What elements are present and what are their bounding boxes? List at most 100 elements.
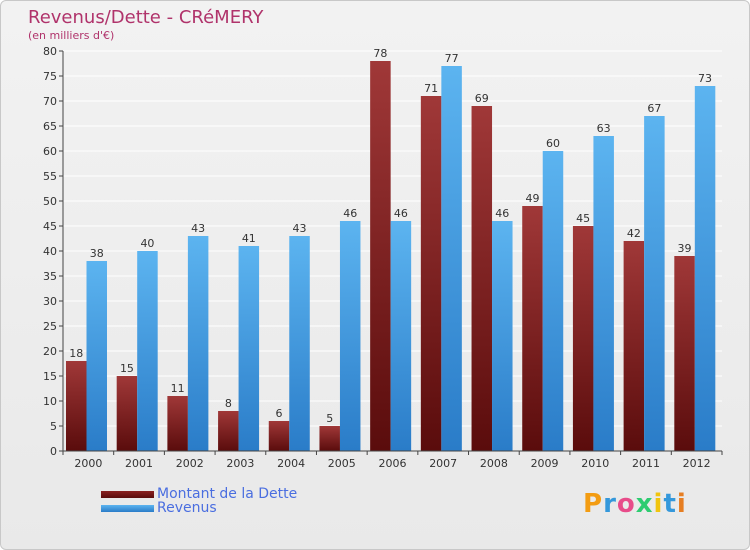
bar-revenus xyxy=(593,136,614,451)
legend-item-revenus: Revenus xyxy=(101,501,297,515)
data-label-revenus: 63 xyxy=(597,122,611,135)
bar-revenus xyxy=(86,261,107,451)
legend-label-revenus: Revenus xyxy=(157,500,217,516)
data-label-dette: 11 xyxy=(171,382,185,395)
bar-revenus xyxy=(339,221,361,451)
x-tick-label: 2007 xyxy=(429,457,457,470)
bar-dette xyxy=(319,426,340,451)
bar-dette xyxy=(370,61,391,451)
data-label-revenus: 73 xyxy=(698,72,712,85)
x-tick-label: 2012 xyxy=(683,457,711,470)
bar-dette xyxy=(572,226,594,451)
bar-dette xyxy=(471,106,493,451)
data-label-dette: 69 xyxy=(475,92,489,105)
y-tick-label: 20 xyxy=(43,345,57,358)
bar-revenus xyxy=(441,66,462,451)
y-tick-label: 25 xyxy=(43,320,57,333)
logo-letter: o xyxy=(616,489,636,519)
data-label-dette: 8 xyxy=(225,397,232,410)
bar-dette xyxy=(522,206,543,451)
legend-swatch-dette xyxy=(101,490,154,498)
data-label-revenus: 46 xyxy=(394,207,408,220)
data-label-dette: 39 xyxy=(678,242,692,255)
y-tick-label: 10 xyxy=(43,395,57,408)
bar-dette xyxy=(167,396,188,451)
bar-revenus xyxy=(542,151,564,451)
y-tick-label: 15 xyxy=(43,370,57,383)
data-label-dette: 42 xyxy=(627,227,641,240)
legend-label-dette: Montant de la Dette xyxy=(157,486,298,502)
data-label-revenus: 67 xyxy=(647,102,661,115)
bar-dette xyxy=(116,376,138,451)
x-tick-label: 2004 xyxy=(277,457,305,470)
legend-swatch-revenus xyxy=(101,504,154,512)
data-label-dette: 49 xyxy=(525,192,539,205)
bar-revenus xyxy=(238,246,260,451)
data-label-dette: 6 xyxy=(276,407,283,420)
y-tick-label: 0 xyxy=(50,445,57,458)
logo-letter: r xyxy=(603,489,617,519)
y-tick-label: 60 xyxy=(43,145,57,158)
logo-letter: P xyxy=(583,489,604,519)
legend-item-dette: Montant de la Dette xyxy=(101,487,297,501)
logo-letter: i xyxy=(676,489,687,519)
data-label-dette: 71 xyxy=(424,82,438,95)
bar-dette xyxy=(218,411,239,451)
y-tick-label: 50 xyxy=(43,195,57,208)
x-tick-label: 2010 xyxy=(581,457,609,470)
x-tick-label: 2005 xyxy=(328,457,356,470)
y-tick-label: 45 xyxy=(43,220,57,233)
y-tick-label: 75 xyxy=(43,70,57,83)
data-label-revenus: 40 xyxy=(140,237,154,250)
data-label-dette: 78 xyxy=(373,47,387,60)
bar-revenus xyxy=(137,251,158,451)
y-tick-label: 30 xyxy=(43,295,57,308)
logo-letter: t xyxy=(663,489,677,519)
proxiti-logo: Proxiti xyxy=(583,489,687,519)
x-tick-label: 2006 xyxy=(379,457,407,470)
data-label-revenus: 46 xyxy=(495,207,509,220)
bar-revenus xyxy=(390,221,412,451)
data-label-revenus: 38 xyxy=(90,247,104,260)
y-tick-label: 80 xyxy=(43,45,57,58)
bar-revenus xyxy=(694,86,716,451)
y-tick-label: 35 xyxy=(43,270,57,283)
x-tick-label: 2002 xyxy=(176,457,204,470)
data-label-revenus: 60 xyxy=(546,137,560,150)
data-label-dette: 45 xyxy=(576,212,590,225)
y-tick-label: 65 xyxy=(43,120,57,133)
chart-subtitle: (en milliers d'€) xyxy=(28,29,115,42)
data-label-revenus: 77 xyxy=(445,52,459,65)
x-tick-label: 2008 xyxy=(480,457,508,470)
x-tick-label: 2001 xyxy=(125,457,153,470)
bar-dette xyxy=(674,256,695,451)
bar-dette xyxy=(66,361,87,451)
x-tick-label: 2011 xyxy=(632,457,660,470)
data-label-dette: 15 xyxy=(120,362,134,375)
bar-revenus xyxy=(492,221,513,451)
chart-legend: Montant de la Dette Revenus xyxy=(101,487,297,515)
x-tick-label: 2009 xyxy=(531,457,559,470)
data-label-revenus: 41 xyxy=(242,232,256,245)
bar-dette xyxy=(623,241,645,451)
data-label-revenus: 43 xyxy=(191,222,205,235)
bar-revenus xyxy=(187,236,209,451)
y-tick-label: 70 xyxy=(43,95,57,108)
x-tick-label: 2003 xyxy=(226,457,254,470)
bar-revenus xyxy=(644,116,665,451)
data-label-dette: 5 xyxy=(326,412,333,425)
bar-revenus xyxy=(289,236,310,451)
bar-dette xyxy=(420,96,442,451)
chart-title: Revenus/Dette - CRéMERY xyxy=(28,7,264,28)
y-tick-label: 55 xyxy=(43,170,57,183)
bar-dette xyxy=(268,421,290,451)
data-label-dette: 18 xyxy=(69,347,83,360)
y-tick-label: 40 xyxy=(43,245,57,258)
x-tick-label: 2000 xyxy=(74,457,102,470)
logo-letter: x xyxy=(635,489,654,519)
logo-letter: i xyxy=(653,489,664,519)
data-label-revenus: 46 xyxy=(343,207,357,220)
data-label-revenus: 43 xyxy=(293,222,307,235)
